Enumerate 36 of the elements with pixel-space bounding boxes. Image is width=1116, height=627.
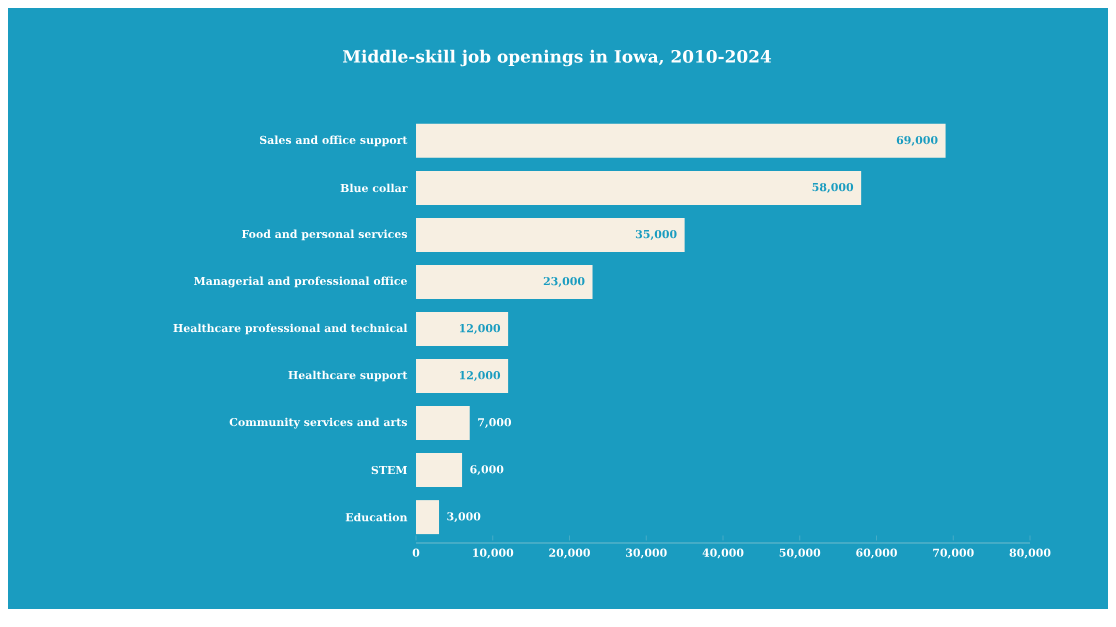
y-tick-label: Blue collar <box>340 183 408 193</box>
y-tick-label: Managerial and professional office <box>194 276 407 288</box>
x-tick-label: 20,000 <box>549 548 590 559</box>
y-tick-label: Sales and office support <box>259 135 408 147</box>
y-tick-label: STEM <box>371 465 407 475</box>
data-label: 12,000 <box>459 324 501 334</box>
bar <box>416 123 946 158</box>
data-label: 58,000 <box>812 182 854 193</box>
y-tick-label: Healthcare support <box>288 370 408 382</box>
data-label: 35,000 <box>635 229 677 240</box>
data-label: 6,000 <box>470 465 504 476</box>
bar <box>416 264 593 299</box>
y-tick-label: Education <box>345 512 408 522</box>
x-tick-label: 60,000 <box>856 548 897 559</box>
data-label: 12,000 <box>459 371 501 381</box>
chart-title: Middle-skill job openings in Iowa, 2010-2024 <box>342 49 772 67</box>
bar <box>416 453 463 488</box>
bar <box>416 406 470 441</box>
data-label: 23,000 <box>543 276 585 287</box>
x-tick-label: 80,000 <box>1009 548 1051 559</box>
x-tick-label: 0 <box>412 548 420 557</box>
x-tick-label: 50,000 <box>779 548 821 559</box>
y-tick-label: Food and personal services <box>241 229 408 241</box>
x-tick-label: 40,000 <box>702 548 744 559</box>
x-tick-label: 70,000 <box>933 548 974 559</box>
x-tick-label: 30,000 <box>626 548 667 559</box>
x-tick-label: 10,000 <box>473 548 514 559</box>
data-label: 3,000 <box>447 512 481 523</box>
bar <box>416 359 509 394</box>
data-label: 69,000 <box>896 135 938 146</box>
data-label: 7,000 <box>478 418 512 429</box>
y-tick-label: Community services and arts <box>229 417 408 429</box>
y-tick-label: Healthcare professional and technical <box>173 323 408 335</box>
bar <box>416 311 509 346</box>
bar <box>416 217 685 252</box>
bar <box>416 170 862 205</box>
